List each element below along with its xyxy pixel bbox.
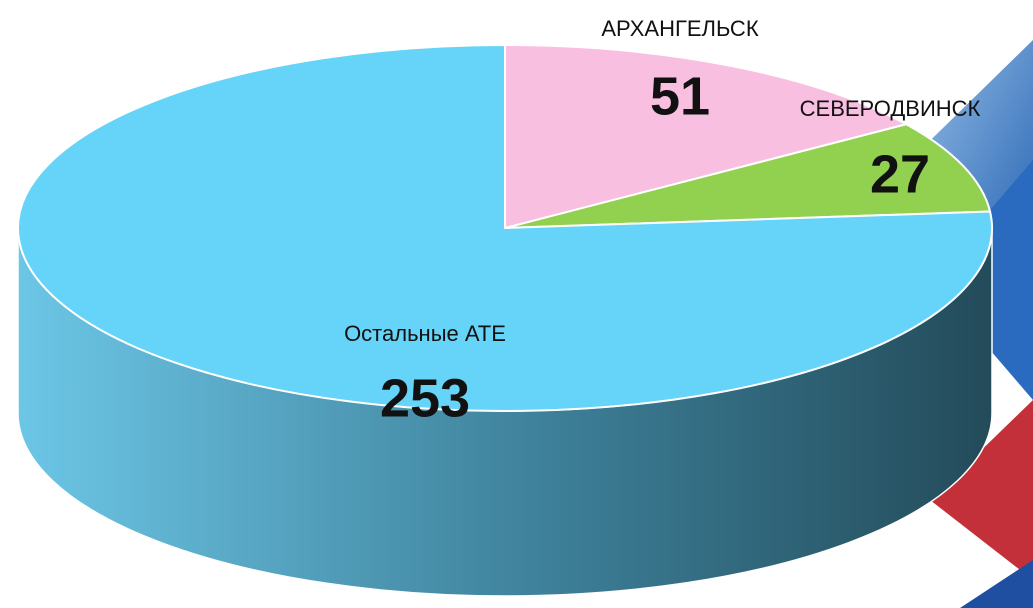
value-label: 27: [870, 144, 930, 204]
slice-name: Остальные АТЕ: [344, 321, 506, 346]
value-label: 51: [650, 66, 710, 126]
slice-name: СЕВЕРОДВИНСК: [800, 96, 981, 121]
slice: [504, 123, 992, 229]
pie: [17, 43, 993, 597]
slice: [17, 43, 993, 412]
value-label: 253: [380, 368, 470, 428]
slice: [504, 43, 909, 230]
slice-name: АРХАНГЕЛЬСК: [601, 16, 758, 41]
